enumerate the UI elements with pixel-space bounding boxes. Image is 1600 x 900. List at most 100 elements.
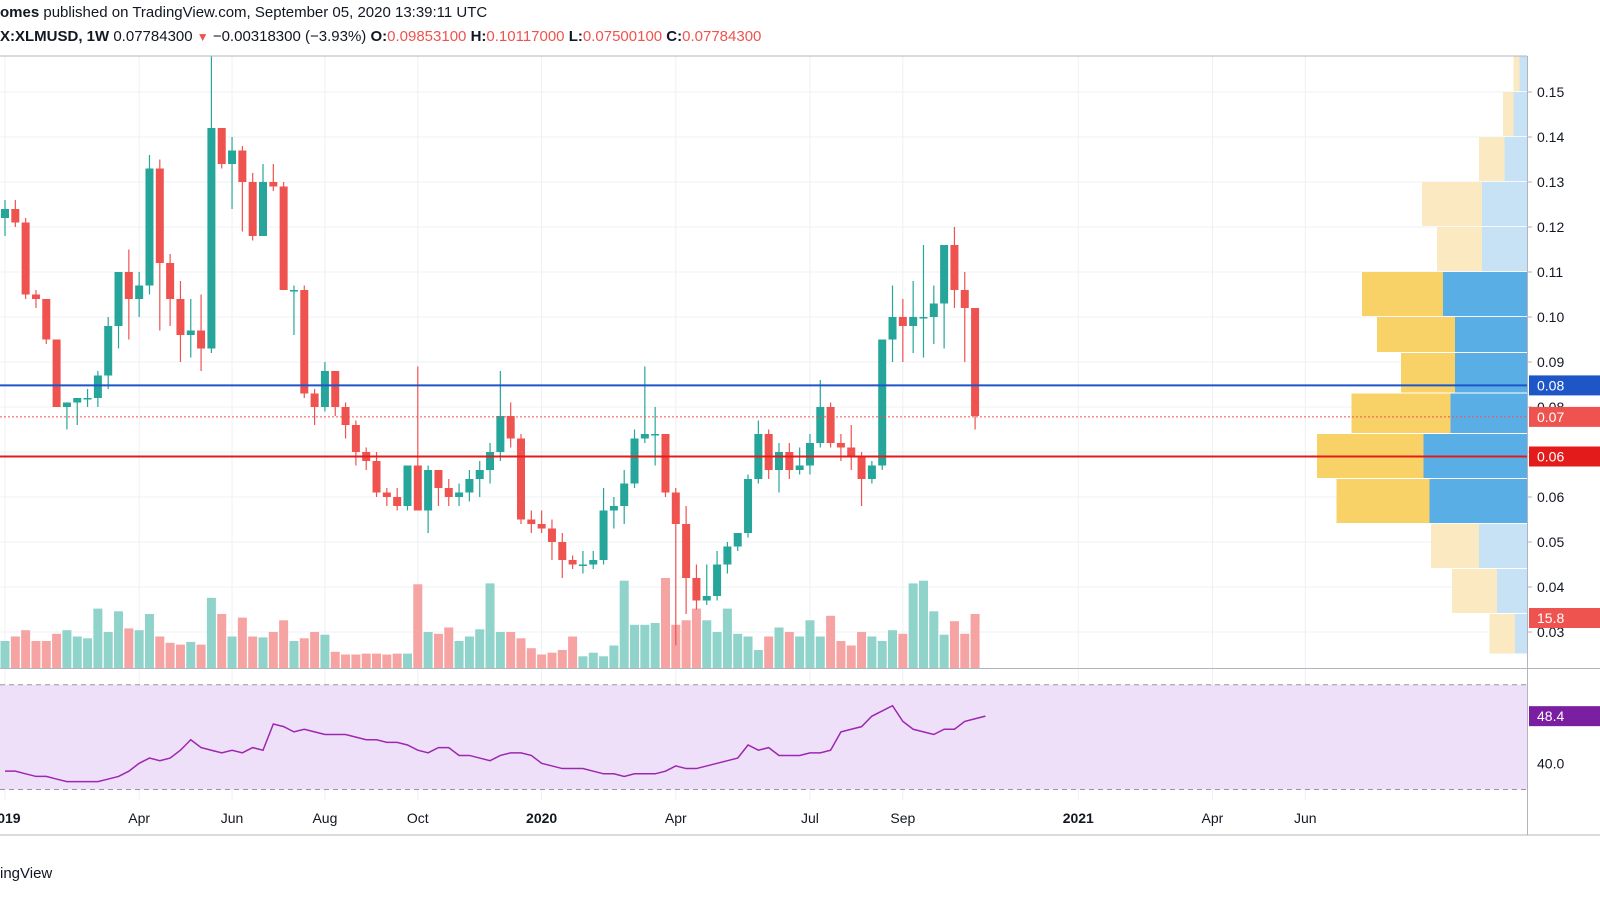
candle-body xyxy=(300,290,309,394)
candle-body xyxy=(341,407,350,425)
high-value: 0.10117000 xyxy=(486,28,565,45)
x-tick-label: Jun xyxy=(221,810,244,826)
candle-body xyxy=(93,375,102,398)
y-tick-label: 0.14 xyxy=(1537,129,1564,145)
volume-bar xyxy=(413,584,423,668)
volume-bar xyxy=(557,650,567,668)
vp-down-bar xyxy=(1336,479,1430,523)
vp-up-bar xyxy=(1482,182,1527,226)
volume-bar xyxy=(743,636,753,668)
volume-bar xyxy=(939,634,949,668)
candle-body xyxy=(702,596,711,601)
volume-bar xyxy=(41,641,51,668)
candle-body xyxy=(403,465,412,506)
candle-body xyxy=(62,402,71,407)
rsi-pane xyxy=(0,684,1527,791)
candle-body xyxy=(692,578,701,601)
volume-bar xyxy=(640,624,650,668)
volume-bar xyxy=(93,608,103,668)
y-tick-label: 0.13 xyxy=(1537,174,1564,190)
volume-bar xyxy=(464,636,474,668)
candle-body xyxy=(52,339,61,407)
volume-bar xyxy=(516,638,526,668)
candle-body xyxy=(878,339,887,466)
candle-body xyxy=(609,506,618,511)
volume-bar xyxy=(898,633,908,668)
volume-bar xyxy=(433,633,443,668)
candle-body xyxy=(836,443,845,448)
volume-bar xyxy=(103,632,113,668)
tradingview-brand: ingView xyxy=(0,865,53,882)
volume-bar xyxy=(815,636,825,668)
volume-bar xyxy=(537,654,547,668)
candle-body xyxy=(320,371,329,407)
volume-bar xyxy=(124,628,134,668)
candle-body xyxy=(960,290,969,308)
grid-lines xyxy=(0,56,1527,800)
x-tick-label: Apr xyxy=(128,810,150,826)
candle-body xyxy=(238,150,247,182)
volume-bar xyxy=(867,636,877,668)
x-tick-label: Aug xyxy=(312,810,337,826)
volume-bar xyxy=(578,656,588,668)
volume-bar xyxy=(795,636,805,668)
x-tick-label: 2021 xyxy=(1063,810,1094,826)
volume-bar xyxy=(619,580,629,668)
volume-bar xyxy=(268,632,278,668)
candle-body xyxy=(217,128,226,164)
vp-up-bar xyxy=(1443,272,1527,316)
volume-bar xyxy=(784,632,794,668)
candle-body xyxy=(42,299,51,340)
candle-body xyxy=(197,330,206,349)
publish-info: omes published on TradingView.com, Septe… xyxy=(0,4,487,21)
volume-bar xyxy=(134,630,144,668)
y-tick-label: 0.05 xyxy=(1537,534,1564,550)
volume-bar xyxy=(888,630,898,668)
vp-up-bar xyxy=(1450,393,1527,433)
vp-up-bar xyxy=(1519,56,1527,91)
candle-body xyxy=(971,308,980,416)
vp-up-bar xyxy=(1455,317,1527,352)
resistance-tag-label: 0.06 xyxy=(1537,449,1564,465)
candle-body xyxy=(145,168,154,286)
candle-body xyxy=(11,209,20,223)
volume-bar xyxy=(382,654,392,668)
volume-bar xyxy=(691,608,701,668)
candle-body xyxy=(723,546,732,565)
volume-bar xyxy=(52,633,62,668)
current-price-tag-label: 0.07 xyxy=(1537,409,1564,425)
x-tick-label: Jun xyxy=(1294,810,1317,826)
candle-body xyxy=(805,443,814,466)
symbol-label: X:XLMUSD, 1W xyxy=(0,28,110,45)
candle-body xyxy=(207,128,216,349)
x-tick-label: 2020 xyxy=(526,810,557,826)
candle-body xyxy=(857,456,866,479)
volume-bar xyxy=(774,627,784,668)
candle-body xyxy=(413,465,422,511)
candle-body xyxy=(517,438,525,520)
volume-bar xyxy=(444,627,454,668)
volume-bar xyxy=(836,641,846,668)
candle-body xyxy=(310,393,319,407)
volume-bar xyxy=(372,653,382,668)
close-value: 0.07784300 xyxy=(682,28,762,45)
candle-body xyxy=(155,168,164,263)
volume-bar xyxy=(764,636,774,668)
volume-bar xyxy=(702,620,712,668)
vp-down-bar xyxy=(1489,614,1515,654)
rsi-tag-label: 48.4 xyxy=(1537,708,1564,724)
candle-body xyxy=(186,330,195,335)
vp-down-bar xyxy=(1422,182,1482,226)
candle-body xyxy=(228,150,237,164)
candle-body xyxy=(434,470,443,488)
candle-body xyxy=(104,326,113,376)
y-tick-label: 0.11 xyxy=(1537,264,1563,280)
volume-bar xyxy=(929,611,939,668)
candle-body xyxy=(176,299,185,335)
candle-body xyxy=(527,519,536,524)
vp-down-bar xyxy=(1452,569,1497,613)
candle-body xyxy=(775,452,783,470)
horizontal-lines xyxy=(0,384,1527,458)
volume-bar xyxy=(454,641,464,668)
